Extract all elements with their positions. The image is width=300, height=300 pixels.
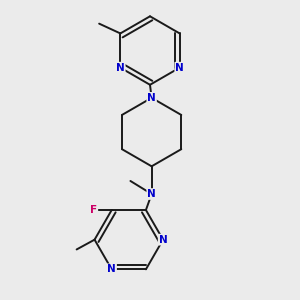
Text: N: N xyxy=(147,93,156,103)
Text: N: N xyxy=(175,63,184,73)
Text: N: N xyxy=(116,63,125,73)
Text: N: N xyxy=(159,235,167,245)
Text: N: N xyxy=(107,264,116,274)
Text: N: N xyxy=(147,189,156,199)
Text: F: F xyxy=(90,205,97,215)
